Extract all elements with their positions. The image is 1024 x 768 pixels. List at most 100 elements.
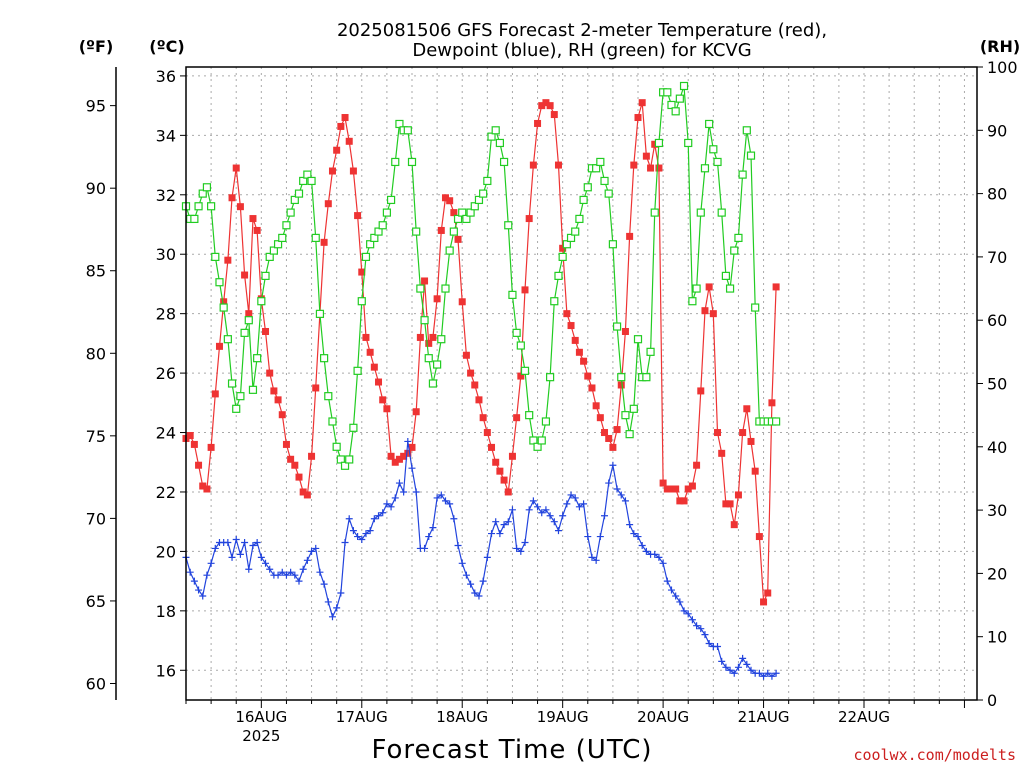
- chart-title-line-2: Dewpoint (blue), RH (green) for KCVG: [412, 40, 751, 61]
- dewpoint-point: [513, 544, 521, 552]
- dewpoint-point: [580, 500, 588, 508]
- celsius-tick-label: 28: [156, 305, 176, 324]
- rh-point: [261, 271, 270, 280]
- temperature-point: [714, 429, 722, 437]
- rh-point: [416, 284, 425, 293]
- rh-point: [600, 176, 609, 186]
- dewpoint-point: [199, 592, 207, 600]
- rh-point: [194, 202, 203, 211]
- dewpoint-point: [739, 654, 747, 662]
- dewpoint-point: [291, 571, 299, 579]
- temperature-point: [534, 119, 542, 127]
- rh-tick-label: 80: [987, 185, 1007, 204]
- dewpoint-point: [525, 506, 533, 514]
- temperature-point: [299, 488, 307, 496]
- x-tick-label: 18AUG: [436, 708, 488, 726]
- dewpoint-point: [253, 538, 261, 546]
- rh-point: [257, 297, 266, 306]
- temperature-point: [345, 137, 353, 145]
- rh-point: [273, 240, 283, 249]
- dewpoint-point: [312, 544, 320, 552]
- temperature-point: [596, 414, 604, 422]
- fahrenheit-tick-label: 90: [86, 179, 106, 198]
- temperature-point: [190, 440, 198, 448]
- dewpoint-point: [228, 553, 236, 561]
- dewpoint-point: [274, 571, 282, 579]
- dewpoint-point: [743, 660, 751, 668]
- dewpoint-point: [538, 509, 546, 517]
- dewpoint-point: [241, 538, 249, 546]
- rh-point: [374, 227, 383, 236]
- temperature-point: [341, 114, 349, 122]
- temperature-point: [655, 164, 663, 172]
- temperature-point: [554, 161, 562, 169]
- dewpoint-point: [483, 553, 491, 561]
- series-line: [185, 441, 777, 677]
- dewpoint-point: [567, 491, 575, 499]
- series-line: [185, 101, 777, 603]
- temperature-point: [701, 307, 709, 315]
- dewpoint-point: [375, 512, 383, 520]
- rh-point: [449, 227, 458, 236]
- rh-point: [525, 411, 534, 420]
- axes: 16 18 20 22 24 26 28 30 32 34 36 60 65 70 75 80 85 90 95 0 1…: [86, 58, 1018, 745]
- dewpoint-point: [680, 607, 688, 615]
- temperature-point: [626, 232, 634, 240]
- fahrenheit-tick-label: 80: [86, 344, 106, 363]
- temperature-point: [387, 452, 395, 460]
- rh-point: [487, 132, 496, 141]
- dewpoint-point: [257, 553, 265, 561]
- temperature-point: [203, 485, 211, 493]
- rh-point: [512, 328, 521, 337]
- rh-point: [612, 322, 622, 331]
- rh-point: [332, 442, 341, 451]
- rh-point: [642, 373, 651, 382]
- temperature-point: [324, 200, 332, 208]
- temperature-point: [282, 440, 290, 448]
- dewpoint-point: [768, 672, 776, 680]
- temperature-point: [446, 197, 454, 205]
- dewpoint-point: [341, 538, 349, 546]
- rh-point: [278, 233, 287, 243]
- temperature-point: [354, 212, 362, 220]
- temperature-point: [408, 443, 416, 451]
- temperature-point: [605, 434, 613, 442]
- temperature-point: [425, 339, 433, 347]
- temperature-point: [517, 372, 525, 380]
- temperature-point: [278, 411, 286, 419]
- rh-point: [751, 303, 760, 312]
- rh-point: [738, 170, 747, 179]
- rh-point: [504, 221, 513, 230]
- dewpoint-point: [370, 515, 378, 523]
- temperature-point: [496, 467, 504, 475]
- temperature-point: [601, 429, 609, 437]
- dewpoint-point: [559, 512, 567, 520]
- x-tick-label: 21AUG: [738, 708, 790, 726]
- dewpoint-point: [718, 657, 726, 665]
- rh-point: [215, 278, 224, 287]
- temperature-point: [709, 310, 717, 318]
- rh-tick-label: 60: [987, 311, 1007, 330]
- dewpoint-point: [333, 604, 341, 612]
- temperature-point: [642, 152, 650, 160]
- rh-point: [244, 316, 253, 325]
- dewpoint-point: [299, 565, 307, 573]
- rh-point: [307, 176, 316, 186]
- rh-point: [608, 240, 617, 249]
- rh-point: [554, 271, 563, 280]
- dewpoint-point: [358, 536, 366, 544]
- dewpoint-point: [701, 631, 709, 639]
- temperature-point: [680, 497, 688, 505]
- celsius-tick-label: 26: [156, 364, 176, 383]
- dewpoint-point: [630, 530, 638, 538]
- temperature-point: [358, 268, 366, 276]
- dewpoint-point: [412, 488, 420, 496]
- temperature-point: [308, 452, 316, 460]
- temperature-point: [764, 589, 772, 597]
- rh-point: [700, 164, 710, 173]
- dewpoint-point: [760, 672, 768, 680]
- dewpoint-point: [672, 592, 680, 600]
- rh-point: [433, 360, 442, 369]
- dewpoint-point: [475, 592, 483, 600]
- dewpoint-point: [345, 515, 353, 523]
